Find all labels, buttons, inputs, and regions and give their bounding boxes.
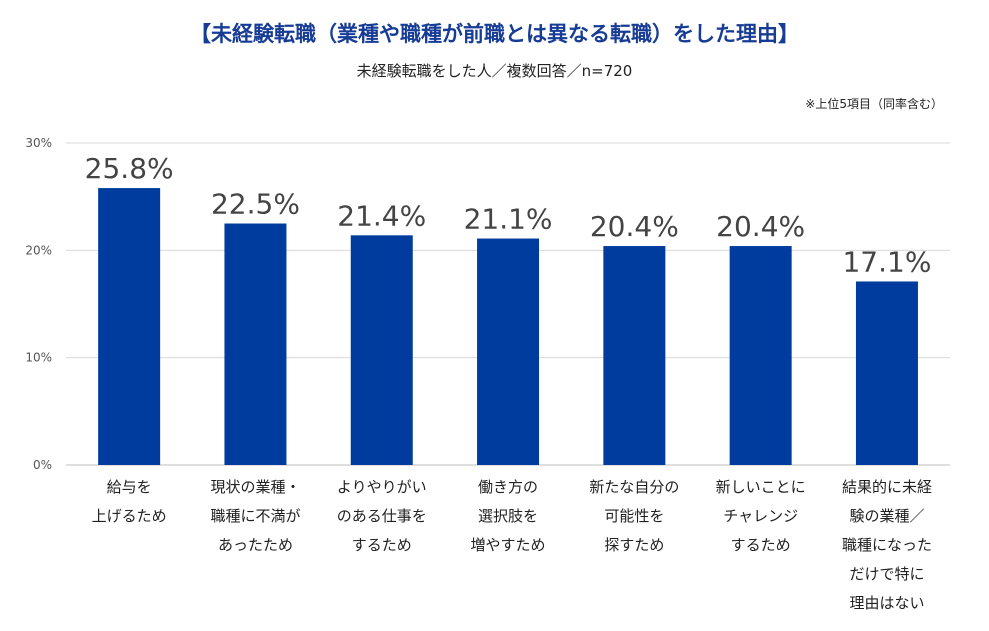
data-label: 21.1% — [464, 203, 553, 236]
y-tick-label: 30% — [25, 136, 52, 150]
y-tick-label: 0% — [33, 458, 52, 472]
data-label: 25.8% — [85, 152, 174, 185]
chart-subtitle: 未経験転職をした人／複数回答／n=720 — [356, 62, 633, 80]
bar — [98, 188, 161, 465]
bar — [350, 235, 413, 465]
chart-note: ※上位5項目（同率含む） — [805, 97, 943, 111]
category-label: 新しいことにチャレンジするため — [716, 478, 806, 554]
category-label: よりやりがいのある仕事をするため — [337, 478, 427, 554]
data-label: 22.5% — [211, 188, 300, 221]
bar — [224, 223, 287, 465]
category-label: 結果的に未経験の業種／職種になっただけで特に理由はない — [842, 478, 932, 612]
y-tick-label: 20% — [25, 243, 52, 257]
bar — [603, 246, 666, 465]
data-label: 21.4% — [337, 199, 426, 232]
category-label: 働き方の選択肢を増やすため — [471, 478, 546, 554]
category-label: 新たな自分の可能性を探すため — [589, 478, 679, 554]
chart-title: 【未経験転職（業種や職種が前職とは異なる転職）をした理由】 — [190, 22, 799, 46]
category-label: 現状の業種・職種に不満があったため — [210, 478, 300, 554]
bar — [855, 281, 918, 465]
bar — [729, 246, 792, 465]
bar — [477, 238, 540, 465]
data-label: 17.1% — [842, 245, 931, 278]
data-label: 20.4% — [590, 210, 679, 243]
y-tick-label: 10% — [25, 351, 52, 365]
data-label: 20.4% — [716, 210, 805, 243]
category-label: 給与を上げるため — [92, 478, 167, 525]
